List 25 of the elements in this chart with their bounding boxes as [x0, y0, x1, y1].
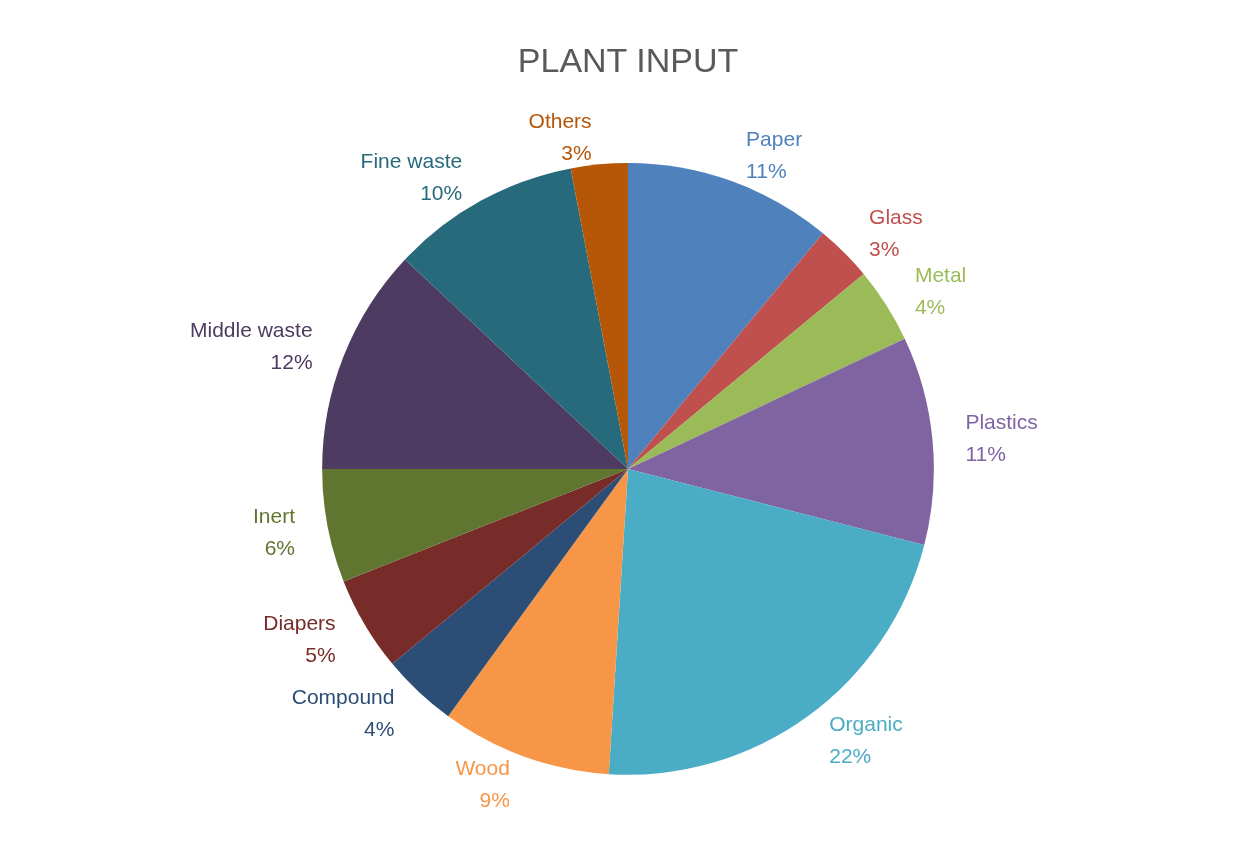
slice-label: Diapers	[263, 611, 336, 635]
data-label: 22%	[829, 743, 872, 767]
slice-label: Wood	[455, 755, 510, 779]
slice-label: Glass	[869, 205, 923, 229]
data-label: 3%	[561, 141, 592, 165]
data-label: 3%	[869, 237, 900, 261]
chart-title: PLANT INPUT	[517, 41, 739, 79]
slice-label: Fine waste	[360, 148, 463, 172]
slice-label: Plastics	[965, 409, 1038, 433]
data-label: 9%	[479, 787, 510, 811]
slice-label: Paper	[746, 127, 803, 151]
slice-label: Metal	[914, 262, 967, 286]
data-label: 12%	[270, 350, 313, 374]
slice-label: Middle waste	[190, 318, 313, 342]
data-label: 11%	[746, 159, 787, 183]
slice-label: Inert	[253, 503, 296, 527]
data-label: 4%	[364, 716, 395, 740]
slice-label: Compound	[291, 684, 395, 708]
data-label: 10%	[420, 180, 463, 204]
slice-label: Others	[528, 109, 592, 133]
data-label: 4%	[914, 294, 946, 318]
slice-label: Organic	[829, 711, 903, 735]
data-label: 6%	[264, 535, 296, 559]
data-label: 11%	[965, 441, 1006, 465]
data-label: 5%	[305, 643, 336, 667]
